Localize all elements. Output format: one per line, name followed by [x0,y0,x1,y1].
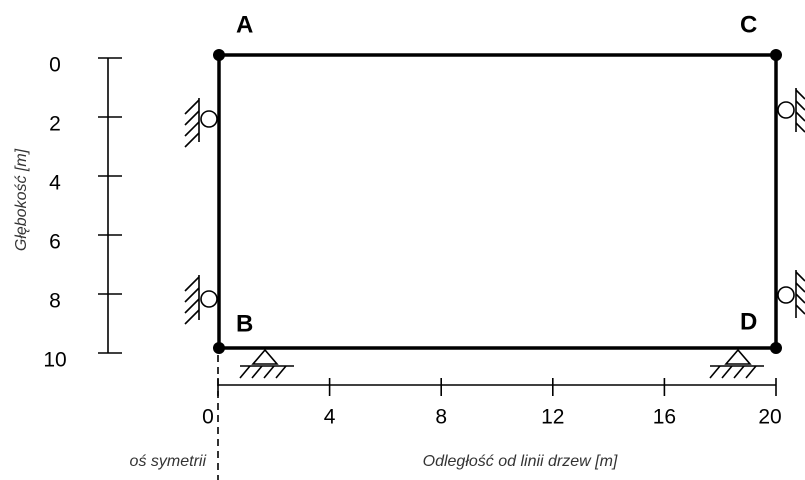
roller-support [777,88,805,318]
node-label: C [740,11,757,38]
depth-axis-label: Głębokość [m] [13,148,30,251]
depth-tick-label: 8 [49,290,61,313]
depth-tick-label: 10 [43,349,66,372]
distance-tick-label: 20 [758,406,781,429]
distance-tick-label: 16 [653,406,676,429]
node-label: B [236,310,253,337]
domain-rectangle [217,53,778,350]
distance-tick-label: 0 [202,406,214,429]
corner-points [213,49,782,354]
depth-tick-label: 2 [49,113,61,136]
distance-tick-label: 12 [541,406,564,429]
roller-support [184,98,218,325]
node-label: A [236,11,253,38]
node-label: D [740,308,757,335]
depth-tick-label: 4 [49,172,61,195]
distance-tick-label: 4 [324,406,336,429]
symmetry-label: oś symetrii [130,453,207,470]
distance-tick-label: 8 [435,406,447,429]
pin-support [239,348,764,379]
distance-axis-label: Odległość od linii drzew [m] [423,453,618,470]
depth-tick-label: 0 [49,54,61,77]
depth-tick-label: 6 [49,231,61,254]
